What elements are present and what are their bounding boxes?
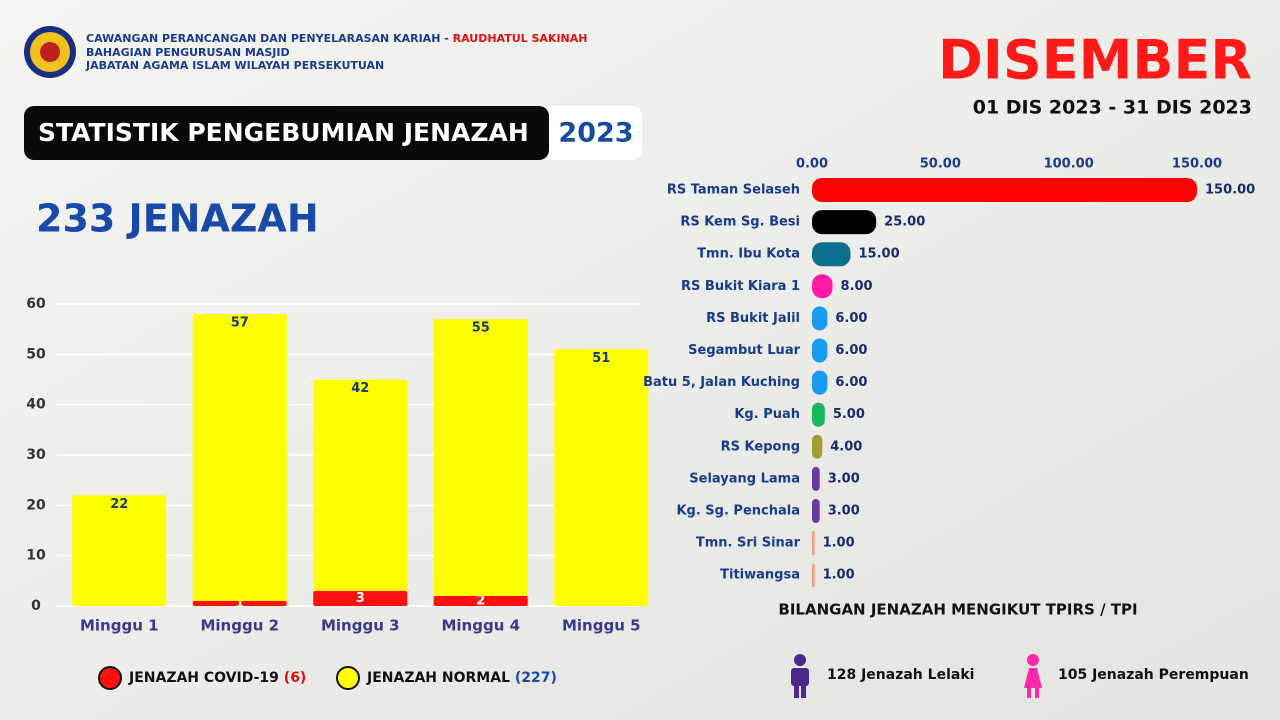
data-label: 6.00 bbox=[835, 311, 867, 326]
axis-title: BILANGAN JENAZAH MENGIKUT TPIRS / TPI bbox=[778, 601, 1137, 619]
x-tick-label: 150.00 bbox=[1172, 157, 1222, 172]
y-tick-label: 60 bbox=[26, 296, 46, 312]
y-tick-label: Tmn. Ibu Kota bbox=[697, 247, 800, 262]
y-tick-label: Segambut Luar bbox=[688, 343, 800, 358]
y-tick-label: 30 bbox=[26, 447, 46, 463]
x-tick-label: Minggu 2 bbox=[200, 617, 279, 635]
y-tick-label: 0 bbox=[31, 598, 41, 614]
y-tick-label: Kg. Sg. Penchala bbox=[676, 504, 800, 519]
data-label: 3.00 bbox=[828, 471, 860, 486]
y-tick-label: Selayang Lama bbox=[689, 471, 800, 486]
data-label: 1.00 bbox=[823, 568, 855, 583]
bar-segment bbox=[192, 600, 287, 606]
data-label: 25.00 bbox=[884, 215, 925, 230]
data-label: 1.00 bbox=[823, 536, 855, 551]
bar-segment bbox=[72, 495, 167, 606]
total: 233 JENAZAH bbox=[36, 197, 319, 241]
bar-segment bbox=[554, 349, 649, 606]
data-label: 3.00 bbox=[828, 504, 860, 519]
bar bbox=[812, 210, 877, 235]
legend-label: JENAZAH NORMAL (227) bbox=[366, 670, 557, 686]
y-tick-label: 10 bbox=[26, 548, 46, 564]
bar-segment bbox=[192, 314, 287, 601]
bar bbox=[812, 563, 815, 588]
x-tick-label: Minggu 1 bbox=[80, 617, 159, 635]
bar bbox=[812, 499, 820, 523]
legend-count: (227) bbox=[515, 670, 557, 686]
data-label: 55 bbox=[472, 321, 490, 336]
x-tick-label: 50.00 bbox=[920, 157, 961, 172]
x-tick-label: Minggu 4 bbox=[441, 617, 520, 635]
legend-swatch bbox=[336, 666, 360, 690]
data-label: 5.00 bbox=[833, 407, 865, 422]
legend-name: JENAZAH COVID-19 bbox=[128, 670, 279, 686]
org-line: CAWANGAN PERANCANGAN DAN PENYELARASAN KA… bbox=[86, 32, 587, 45]
y-tick-label: Batu 5, Jalan Kuching bbox=[643, 375, 800, 390]
logo bbox=[24, 26, 76, 78]
x-tick-label: Minggu 3 bbox=[321, 617, 400, 635]
legend-name: JENAZAH NORMAL bbox=[366, 670, 510, 686]
bar bbox=[812, 338, 828, 363]
data-label: 150.00 bbox=[1205, 183, 1255, 198]
legend-label: JENAZAH COVID-19 (6) bbox=[128, 670, 306, 686]
title-box bbox=[24, 106, 549, 160]
bar-segment bbox=[313, 379, 408, 591]
data-label: 4.00 bbox=[830, 439, 862, 454]
title: STATISTIK PENGEBUMIAN JENAZAH bbox=[38, 118, 529, 147]
data-label: 1 bbox=[235, 596, 244, 611]
y-tick-label: RS Kepong bbox=[721, 439, 800, 454]
data-label: 6.00 bbox=[835, 375, 867, 390]
y-tick-label: RS Bukit Kiara 1 bbox=[681, 279, 800, 294]
y-tick-label: RS Bukit Jalil bbox=[706, 311, 800, 326]
data-label: 57 bbox=[231, 316, 249, 331]
data-label: 6.00 bbox=[835, 343, 867, 358]
data-label: 22 bbox=[110, 497, 128, 512]
y-tick-label: RS Taman Selaseh bbox=[667, 183, 800, 198]
org-line: JABATAN AGAMA ISLAM WILAYAH PERSEKUTUAN bbox=[85, 59, 384, 72]
bar-segment bbox=[313, 590, 408, 606]
bar bbox=[812, 531, 815, 556]
legend: JENAZAH COVID-19 (6) JENAZAH NORMAL (227) bbox=[98, 666, 557, 690]
month: DISEMBER bbox=[938, 29, 1252, 92]
y-tick-label: Tmn. Sri Sinar bbox=[696, 536, 801, 551]
org-line: BAHAGIAN PENGURUSAN MASJID bbox=[86, 46, 290, 59]
bar bbox=[812, 274, 833, 299]
x-tick-label: Minggu 5 bbox=[562, 617, 641, 635]
bar-segment bbox=[433, 595, 528, 606]
male-icon bbox=[791, 654, 809, 698]
bar-segment bbox=[433, 319, 528, 596]
female-count: 105 Jenazah Perempuan bbox=[1058, 667, 1249, 683]
y-tick-label: Kg. Puah bbox=[734, 407, 800, 422]
x-tick-label: 100.00 bbox=[1044, 157, 1094, 172]
bar bbox=[812, 402, 825, 427]
x-tick-label: 0.00 bbox=[796, 157, 828, 172]
y-tick-label: Titiwangsa bbox=[720, 568, 800, 583]
date-range: 01 DIS 2023 - 31 DIS 2023 bbox=[973, 97, 1252, 119]
male-count: 128 Jenazah Lelaki bbox=[827, 667, 974, 683]
y-tick-label: RS Kem Sg. Besi bbox=[680, 215, 800, 230]
bar bbox=[812, 434, 823, 459]
data-label: 3 bbox=[356, 591, 365, 606]
bar bbox=[812, 370, 828, 395]
year: 2023 bbox=[558, 118, 633, 149]
data-label: 15.00 bbox=[859, 247, 900, 262]
data-label: 8.00 bbox=[841, 279, 873, 294]
data-label: 51 bbox=[592, 351, 610, 366]
data-label: 42 bbox=[351, 381, 369, 396]
y-tick-label: 50 bbox=[26, 346, 46, 362]
legend-count: (6) bbox=[284, 670, 307, 686]
female-icon bbox=[1024, 654, 1042, 698]
bar bbox=[812, 466, 820, 491]
data-label: 2 bbox=[476, 593, 485, 608]
bar bbox=[812, 178, 1197, 202]
year-box bbox=[530, 106, 642, 160]
y-tick-label: 20 bbox=[26, 497, 46, 513]
bar bbox=[812, 242, 851, 267]
y-tick-label: 40 bbox=[26, 397, 46, 413]
legend-swatch bbox=[98, 666, 122, 690]
bar bbox=[812, 306, 828, 331]
